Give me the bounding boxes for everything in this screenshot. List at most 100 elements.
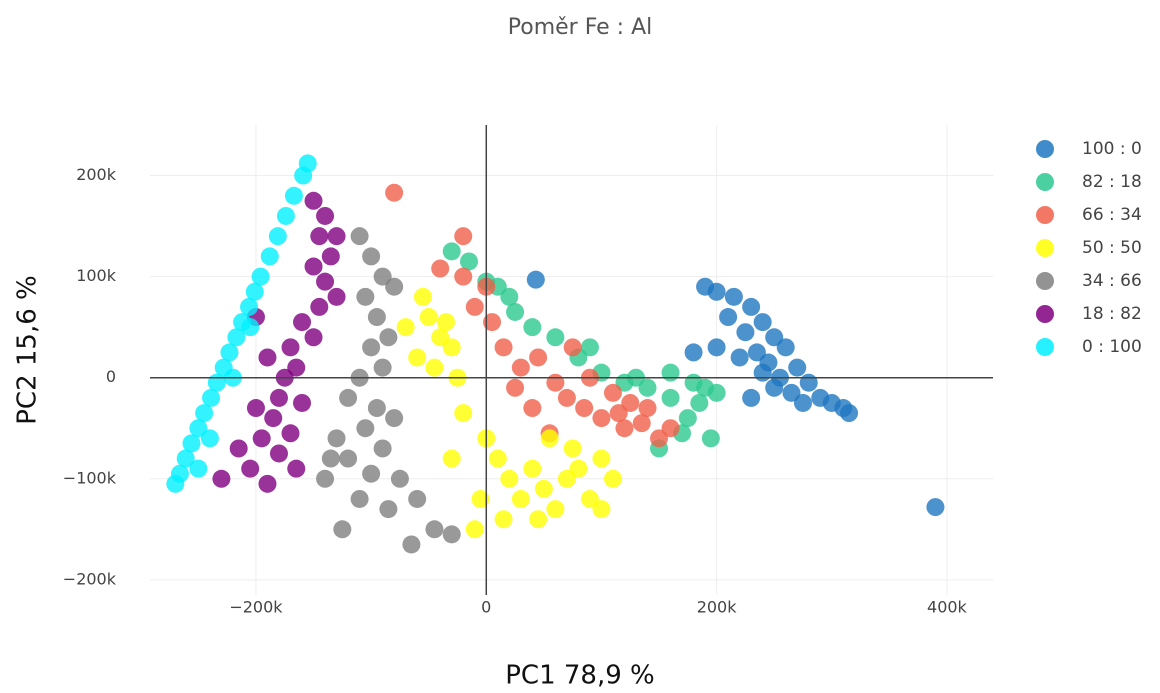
point bbox=[304, 257, 323, 276]
y-axis-title: PC2 15,6 % bbox=[13, 275, 43, 425]
point bbox=[385, 409, 404, 428]
legend-marker bbox=[1036, 140, 1054, 158]
series bbox=[316, 227, 461, 554]
point bbox=[379, 500, 398, 519]
point bbox=[540, 429, 559, 448]
point bbox=[500, 287, 519, 306]
y-tick-label: 100k bbox=[76, 266, 117, 285]
point bbox=[454, 227, 473, 246]
point bbox=[511, 489, 530, 508]
point bbox=[793, 393, 812, 412]
legend-marker bbox=[1036, 239, 1054, 257]
point bbox=[488, 449, 507, 468]
point bbox=[189, 459, 208, 478]
point bbox=[526, 270, 545, 289]
point bbox=[240, 297, 259, 316]
point bbox=[241, 459, 260, 478]
y-tick-label: −200k bbox=[63, 569, 117, 588]
point bbox=[425, 358, 444, 377]
point bbox=[719, 308, 738, 327]
point bbox=[287, 459, 306, 478]
point bbox=[321, 449, 340, 468]
point bbox=[592, 409, 611, 428]
y-tick-label: −100k bbox=[63, 468, 117, 487]
legend-label: 82 : 18 bbox=[1082, 172, 1142, 192]
point bbox=[765, 378, 784, 397]
point bbox=[327, 287, 346, 306]
point bbox=[281, 338, 300, 357]
series bbox=[212, 191, 346, 493]
points bbox=[166, 154, 945, 554]
point bbox=[166, 474, 185, 493]
point bbox=[707, 282, 726, 301]
x-tick-label: 200k bbox=[697, 598, 738, 617]
point bbox=[684, 373, 703, 392]
point bbox=[246, 399, 265, 418]
point bbox=[251, 267, 270, 286]
point bbox=[408, 489, 427, 508]
point bbox=[402, 535, 421, 554]
point bbox=[506, 302, 525, 321]
point bbox=[471, 489, 490, 508]
point bbox=[362, 338, 381, 357]
point bbox=[212, 469, 231, 488]
point bbox=[523, 459, 542, 478]
legend-label: 34 : 66 bbox=[1082, 271, 1142, 291]
point bbox=[460, 252, 479, 271]
point bbox=[563, 439, 582, 458]
point bbox=[385, 183, 404, 202]
point bbox=[258, 348, 277, 367]
point bbox=[304, 191, 323, 210]
point bbox=[494, 338, 513, 357]
point bbox=[367, 399, 386, 418]
point bbox=[465, 297, 484, 316]
point bbox=[294, 166, 313, 185]
point bbox=[229, 439, 248, 458]
point bbox=[701, 429, 720, 448]
point bbox=[799, 373, 818, 392]
point bbox=[678, 409, 697, 428]
point bbox=[350, 227, 369, 246]
point bbox=[310, 297, 329, 316]
legend-label: 100 : 0 bbox=[1082, 139, 1142, 159]
point bbox=[220, 343, 239, 362]
point bbox=[316, 469, 335, 488]
legend-marker bbox=[1036, 206, 1054, 224]
point bbox=[252, 429, 271, 448]
point bbox=[742, 388, 761, 407]
x-tick-label: 400k bbox=[927, 598, 968, 617]
series bbox=[396, 287, 622, 539]
point bbox=[563, 338, 582, 357]
point bbox=[356, 419, 375, 438]
point bbox=[546, 373, 565, 392]
point bbox=[419, 308, 438, 327]
point bbox=[327, 429, 346, 448]
point bbox=[260, 247, 279, 266]
point bbox=[465, 520, 484, 539]
point bbox=[753, 363, 772, 382]
point bbox=[546, 500, 565, 519]
point bbox=[339, 449, 358, 468]
point bbox=[362, 464, 381, 483]
series bbox=[526, 270, 945, 517]
point bbox=[523, 318, 542, 337]
legend-label: 0 : 100 bbox=[1082, 337, 1142, 357]
point bbox=[264, 409, 283, 428]
point bbox=[385, 277, 404, 296]
point bbox=[724, 287, 743, 306]
point bbox=[241, 318, 260, 337]
point bbox=[373, 439, 392, 458]
point bbox=[176, 449, 195, 468]
point bbox=[293, 313, 312, 332]
point bbox=[227, 328, 246, 347]
zero-lines bbox=[150, 125, 993, 595]
point bbox=[788, 358, 807, 377]
point bbox=[592, 449, 611, 468]
point bbox=[425, 520, 444, 539]
x-axis-title: PC1 78,9 % bbox=[505, 661, 655, 691]
point bbox=[615, 419, 634, 438]
point bbox=[258, 474, 277, 493]
point bbox=[200, 429, 219, 448]
point bbox=[431, 259, 450, 278]
